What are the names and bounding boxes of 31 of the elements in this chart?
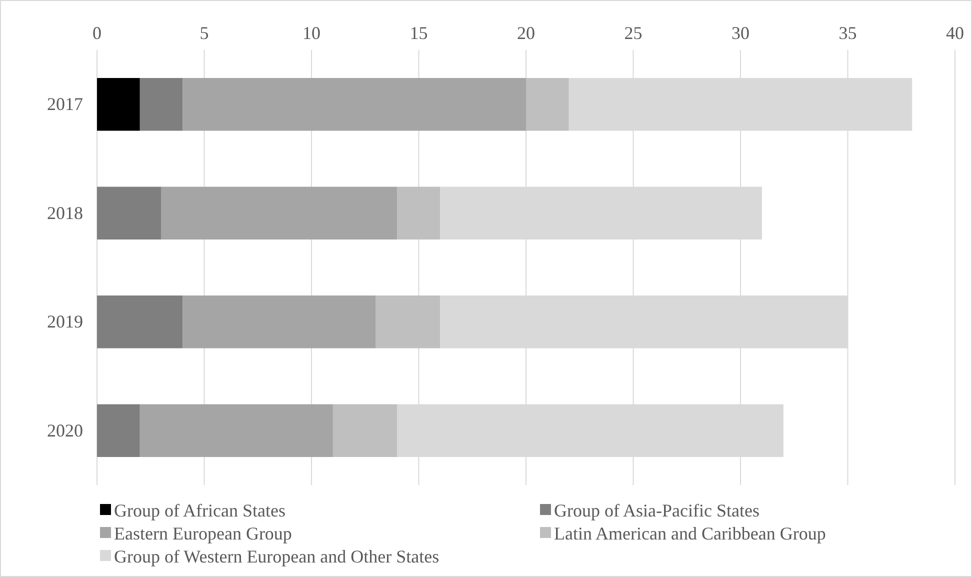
x-tick-label: 5 [200,23,209,43]
y-tick-label: 2020 [47,420,83,440]
x-tick-label: 15 [410,23,428,43]
x-tick-label: 40 [946,23,964,43]
y-tick-label: 2018 [47,202,83,223]
y-tick-label: 2019 [47,312,83,332]
bar [161,186,398,240]
legend-label: Group of Asia-Pacific States [554,500,760,520]
bar [182,296,376,348]
x-tick-label: 25 [624,23,642,43]
legend-label: Latin American and Caribbean Group [554,523,826,544]
x-tick-label: 10 [302,23,320,43]
bar [376,296,440,348]
bar [97,404,140,457]
x-tick-label: 0 [92,23,102,43]
bar [182,78,526,131]
bar [332,404,398,457]
bar [97,296,183,348]
bar [140,78,183,131]
bar [97,186,162,240]
legend-label: Group of Western European and Other States [114,546,440,566]
x-tick-label: 20 [517,23,535,43]
legend-label: Eastern European Group [114,523,292,544]
legend-label: Group of African States [114,500,286,520]
bar [397,186,440,240]
bar [97,78,140,131]
bar [140,404,333,457]
x-tick-label: 30 [732,23,750,43]
y-tick-label: 2017 [47,94,83,114]
x-tick-label: 35 [838,23,857,43]
bar [526,78,569,131]
